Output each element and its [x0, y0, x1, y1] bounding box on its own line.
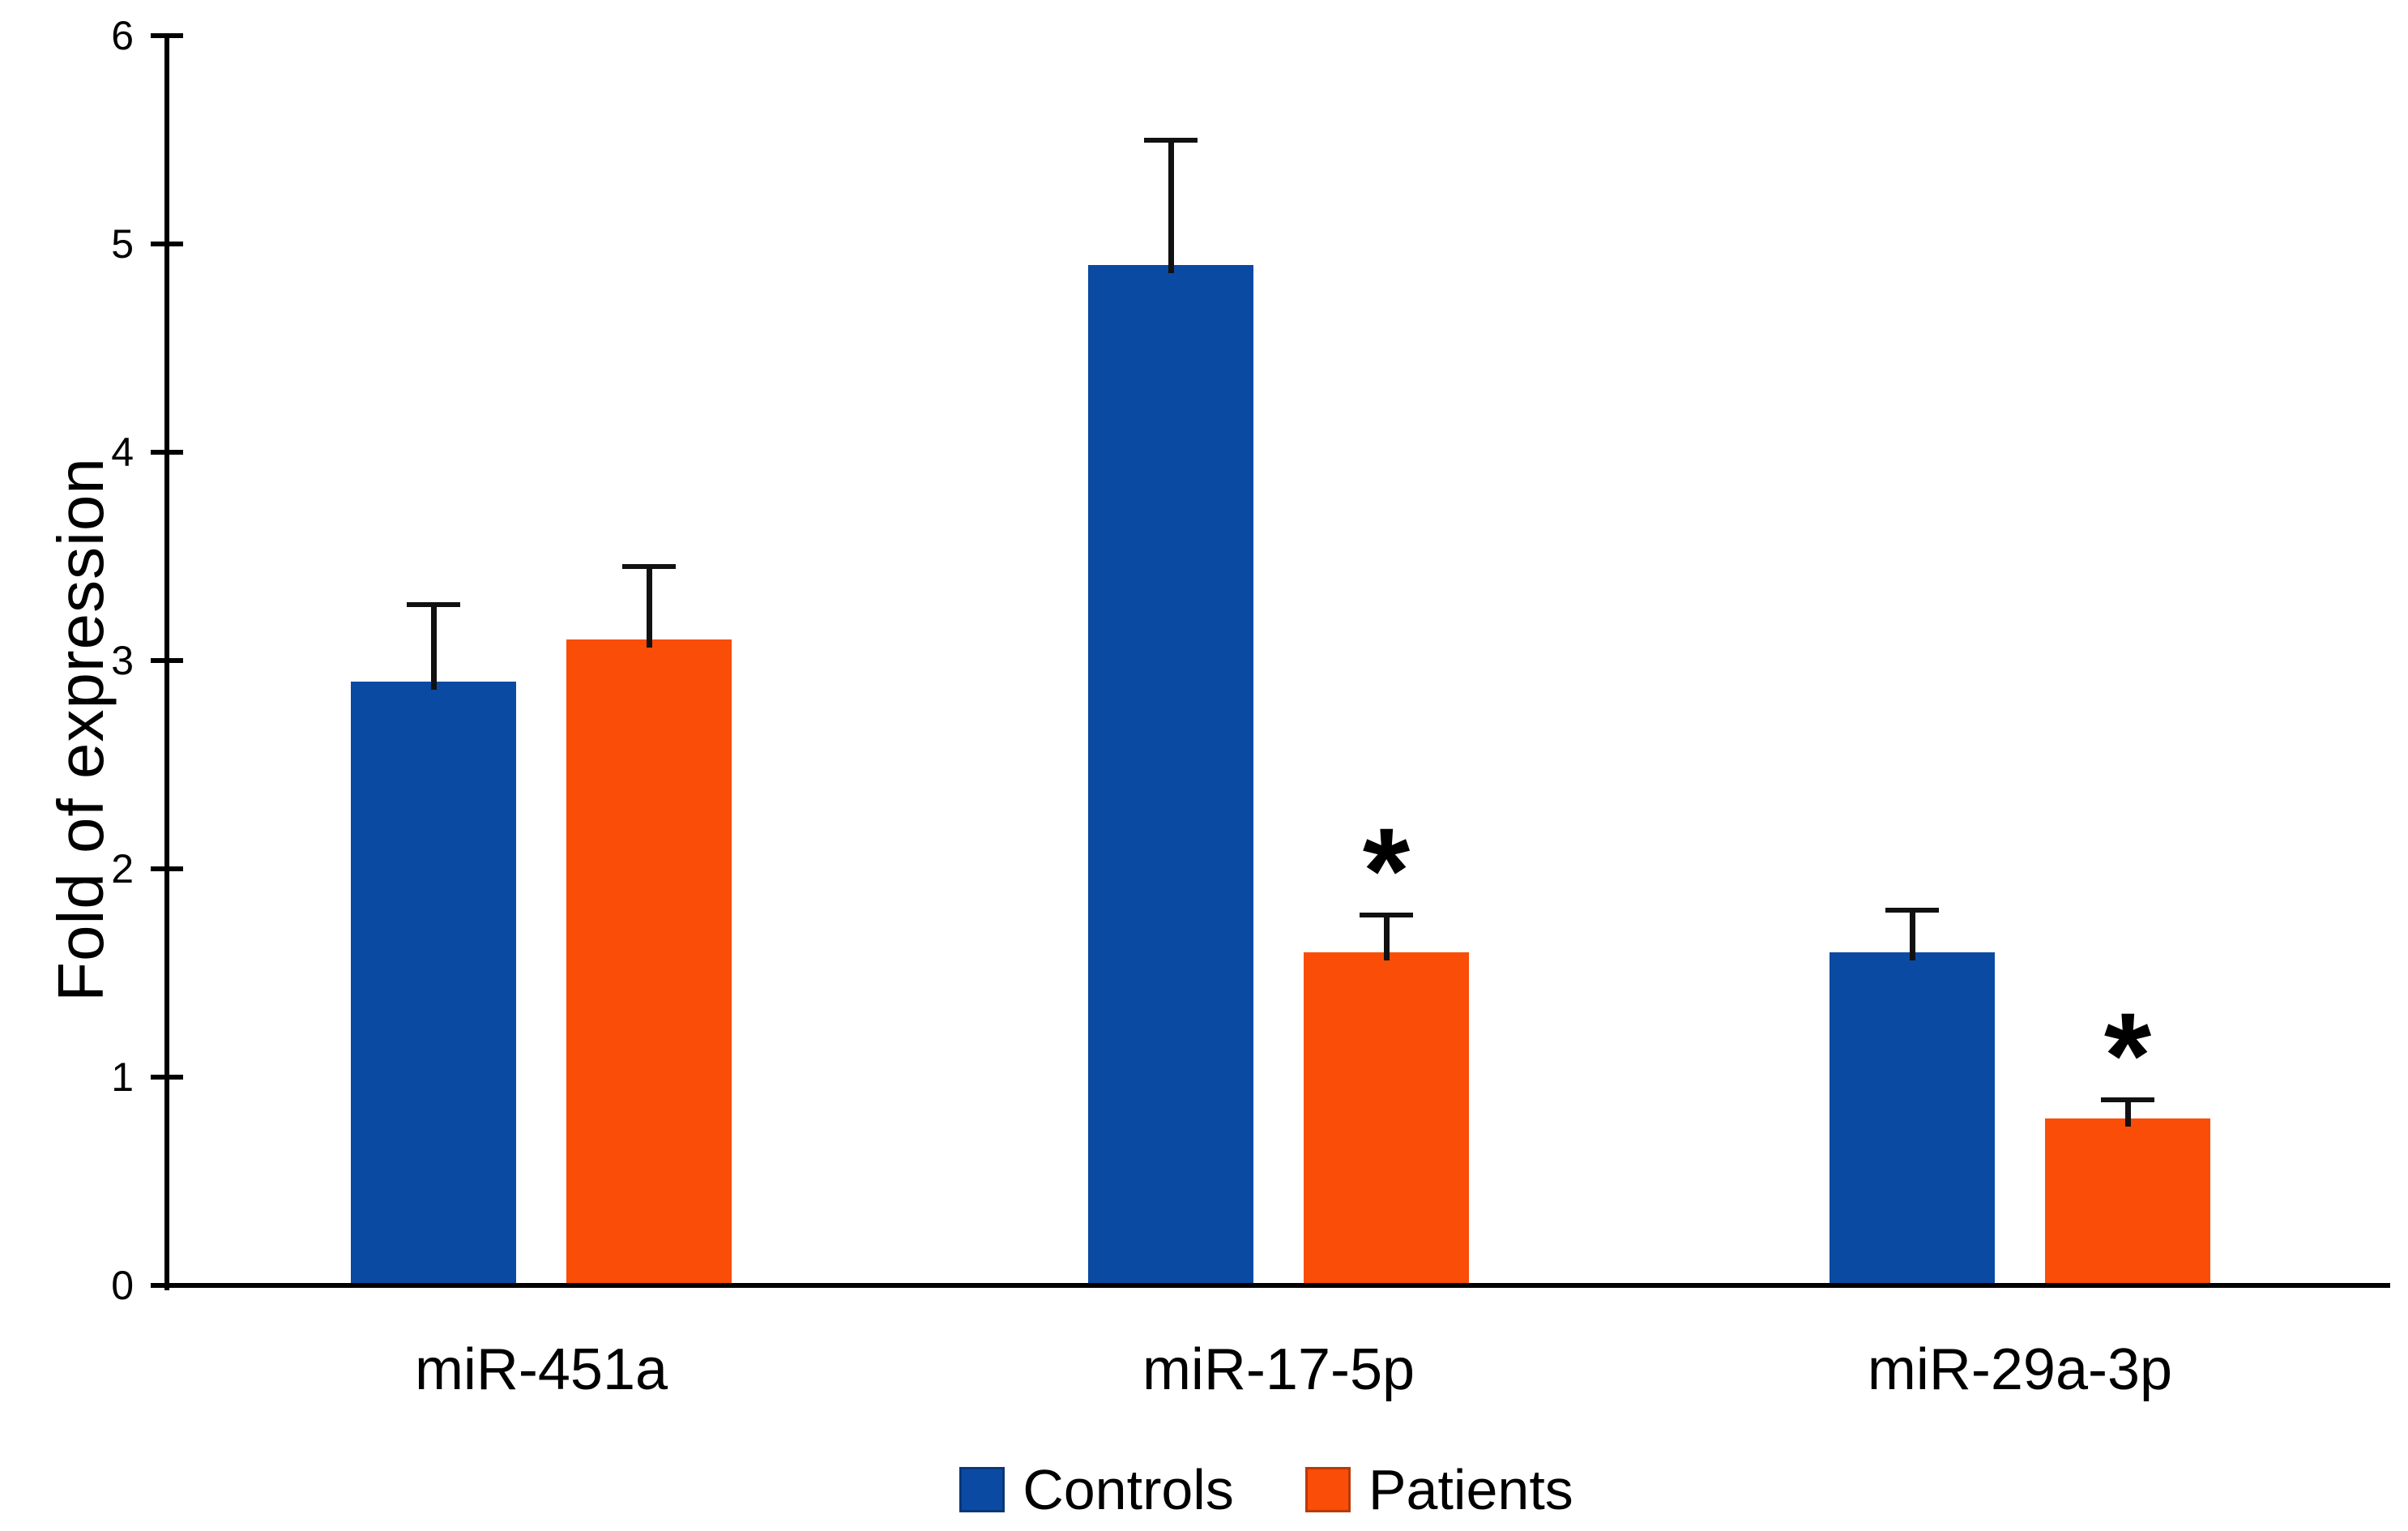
bar-controls-miR-17-5p: [1088, 264, 1253, 1285]
y-tick-label: 3: [111, 638, 134, 683]
significance-asterisk: *: [1362, 802, 1411, 939]
error-bar-line: [2124, 1100, 2131, 1127]
y-tick-label: 1: [111, 1054, 134, 1100]
error-bar-cap: [2101, 1097, 2154, 1103]
category-label-mir-17-5p: miR-17-5p: [1142, 1337, 1415, 1402]
error-bar-cap: [407, 601, 460, 607]
y-tick-label: 4: [111, 430, 134, 475]
y-axis-title: Fold of expression: [45, 457, 117, 1002]
y-tick-label: 0: [111, 1263, 134, 1308]
y-tick-mark: [151, 450, 183, 455]
y-tick-mark: [151, 866, 183, 871]
error-bar-cap: [1360, 912, 1413, 917]
y-tick-label: 2: [111, 846, 134, 892]
error-bar-cap: [1144, 137, 1198, 143]
error-bar-line: [430, 604, 437, 690]
legend-label-patients: Patients: [1368, 1458, 1573, 1521]
legend-item-patients: Patients: [1304, 1458, 1573, 1521]
legend-swatch-controls-icon: [959, 1467, 1005, 1512]
error-bar-line: [1168, 139, 1174, 273]
bar-controls-miR-29a-3p: [1829, 952, 1995, 1285]
significance-asterisk: *: [2103, 987, 2152, 1124]
category-label-mir-451a: miR-451a: [414, 1337, 668, 1402]
bar-patients-miR-451a: [566, 639, 732, 1285]
bar-controls-miR-451a: [351, 681, 516, 1285]
bar-patients-miR-17-5p: [1304, 952, 1469, 1285]
y-tick-label: 6: [111, 13, 134, 58]
error-bar-cap: [622, 564, 676, 570]
category-label-mir-29a-3p: miR-29a-3p: [1867, 1337, 2173, 1402]
y-tick-mark: [151, 1075, 183, 1080]
y-tick-mark: [151, 658, 183, 663]
legend-label-controls: Controls: [1023, 1458, 1234, 1521]
y-tick-mark: [151, 33, 183, 38]
bar-patients-miR-29a-3p: [2045, 1118, 2210, 1285]
x-axis-line: [164, 1283, 2390, 1288]
y-tick-label: 5: [111, 221, 134, 267]
legend: Controls Patients: [62, 1452, 2408, 1527]
error-bar-line: [646, 567, 652, 648]
error-bar-line: [1383, 914, 1390, 960]
y-tick-mark: [151, 242, 183, 246]
legend-item-controls: Controls: [959, 1459, 1234, 1520]
legend-swatch-patients-icon: [1304, 1467, 1351, 1512]
error-bar-cap: [1885, 908, 1939, 913]
error-bar-line: [1909, 910, 1915, 960]
